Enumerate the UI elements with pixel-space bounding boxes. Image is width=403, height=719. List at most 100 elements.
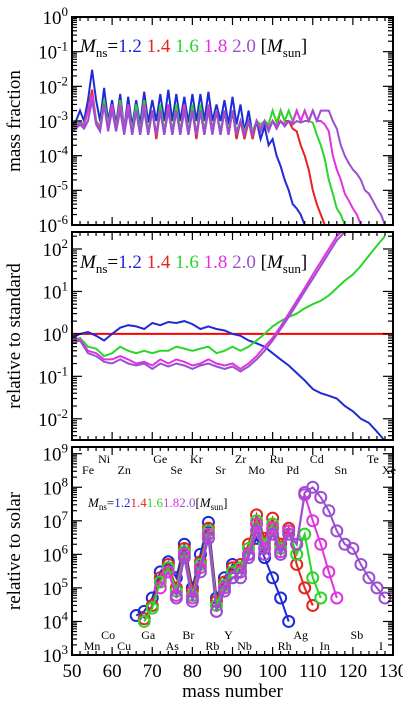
y-tick-label: 10-1 <box>38 363 68 388</box>
data-point <box>306 480 320 494</box>
element-label: Ge <box>153 452 167 466</box>
x-tick-label: 80 <box>183 661 202 682</box>
series-line-2.0 <box>72 99 387 225</box>
y-tick-label: 10-4 <box>38 143 68 168</box>
y-tick-label: 100 <box>43 4 69 29</box>
element-label: I <box>379 639 383 653</box>
legend: Mns=1.2 1.4 1.6 1.8 2.0 [Msun] <box>79 252 307 276</box>
element-label: Te <box>367 452 379 466</box>
element-label: Br <box>182 628 194 642</box>
x-tick-label: 60 <box>103 661 122 682</box>
plot-area <box>72 232 393 440</box>
y-tick-label: 109 <box>43 441 69 466</box>
element-label: Ni <box>98 452 111 466</box>
data-point <box>217 584 231 598</box>
data-point <box>193 565 207 579</box>
series-line-1.2 <box>72 320 386 440</box>
series-line-1.6 <box>72 235 386 358</box>
element-label: Ga <box>141 628 156 642</box>
element-label: Xe <box>382 463 396 477</box>
element-label: Cd <box>310 452 324 466</box>
legend-text: Mns=1.2 1.4 1.6 1.8 2.0 [Msun] <box>79 36 307 60</box>
y-tick-label: 106 <box>43 541 69 566</box>
data-point <box>298 581 312 595</box>
legend-text: Mns=1.21.41.61.82.0[Msun] <box>87 495 228 512</box>
element-label: Y <box>224 628 233 642</box>
data-point <box>346 541 360 555</box>
element-label: Ru <box>270 452 284 466</box>
y-tick-label: 104 <box>43 608 69 633</box>
x-tick-label: 120 <box>339 661 368 682</box>
y-tick-label: 10-2 <box>38 406 68 431</box>
element-label: Sr <box>215 463 226 477</box>
y-tick-label: 108 <box>43 474 69 499</box>
element-label: Rh <box>278 639 292 653</box>
y-tick-label: 10-3 <box>38 108 68 133</box>
data-point <box>306 598 320 612</box>
element-label: Pd <box>286 463 299 477</box>
data-point <box>145 601 159 615</box>
element-label: Sb <box>351 628 364 642</box>
element-label: Mo <box>248 463 265 477</box>
data-point <box>322 565 336 579</box>
x-tick-label: 50 <box>63 661 82 682</box>
y-tick-label: 10-2 <box>38 73 68 98</box>
plot-area <box>129 480 392 628</box>
element-label: Co <box>101 628 115 642</box>
x-tick-label: 90 <box>223 661 242 682</box>
data-point <box>362 571 376 585</box>
legend: Mns=1.2 1.4 1.6 1.8 2.0 [Msun] <box>79 36 307 60</box>
data-point <box>226 571 239 585</box>
axes-frame <box>71 446 394 656</box>
x-tick-label: 130 <box>379 661 403 682</box>
series-line-1.8 <box>72 232 343 371</box>
data-point <box>370 581 384 595</box>
data-point <box>137 614 151 628</box>
element-label: Zn <box>117 463 130 477</box>
data-point <box>282 614 296 628</box>
series-line-1.2 <box>72 69 306 225</box>
y-tick-label: 10-5 <box>38 177 68 202</box>
element-label: Zr <box>235 452 246 466</box>
data-point <box>330 591 344 605</box>
data-point <box>266 571 280 585</box>
data-point <box>234 571 248 585</box>
plot-area <box>72 69 387 225</box>
data-point <box>161 565 175 579</box>
element-label: In <box>320 639 330 653</box>
x-tick-label: 110 <box>299 661 327 682</box>
data-point <box>177 551 191 565</box>
y-axis-label: mass fraction <box>4 70 25 172</box>
element-label: Nb <box>237 639 252 653</box>
y-tick-label: 103 <box>43 642 69 667</box>
y-tick-label: 105 <box>43 575 69 600</box>
legend: Mns=1.21.41.61.82.0[Msun] <box>87 495 228 512</box>
element-label: Mn <box>84 639 101 653</box>
panel-3: 109 108 107 106 105 104 103 relative to solar Mn… <box>4 441 403 702</box>
x-tick-label: 70 <box>143 661 162 682</box>
element-label: Cu <box>117 639 131 653</box>
legend-text: Mns=1.2 1.4 1.6 1.8 2.0 [Msun] <box>79 252 307 276</box>
data-point <box>314 537 328 551</box>
y-tick-label: 10-1 <box>38 39 68 64</box>
data-point <box>250 524 264 538</box>
data-point <box>330 524 344 538</box>
panel-1: 100 10-1 10-2 10-3 10-4 10-5 10-6 mass fraction… <box>4 4 394 237</box>
element-label: Kr <box>190 452 203 466</box>
data-point <box>185 594 199 608</box>
x-axis-label: mass number <box>182 681 283 702</box>
y-tick-label: 10-6 <box>38 212 68 237</box>
data-point <box>314 591 328 605</box>
element-label: Ag <box>293 628 308 642</box>
data-point <box>201 531 215 545</box>
panel-2: 102 101 100 10-1 10-2 relative to standard Mns… <box>4 231 394 441</box>
series-line-2.0 <box>72 232 347 373</box>
data-point <box>274 591 288 605</box>
data-point <box>274 547 288 561</box>
element-label: Se <box>170 463 182 477</box>
data-point <box>153 581 167 595</box>
element-label: Fe <box>82 463 94 477</box>
element-label: As <box>166 639 180 653</box>
y-tick-label: 107 <box>43 508 69 533</box>
data-point <box>306 571 320 585</box>
